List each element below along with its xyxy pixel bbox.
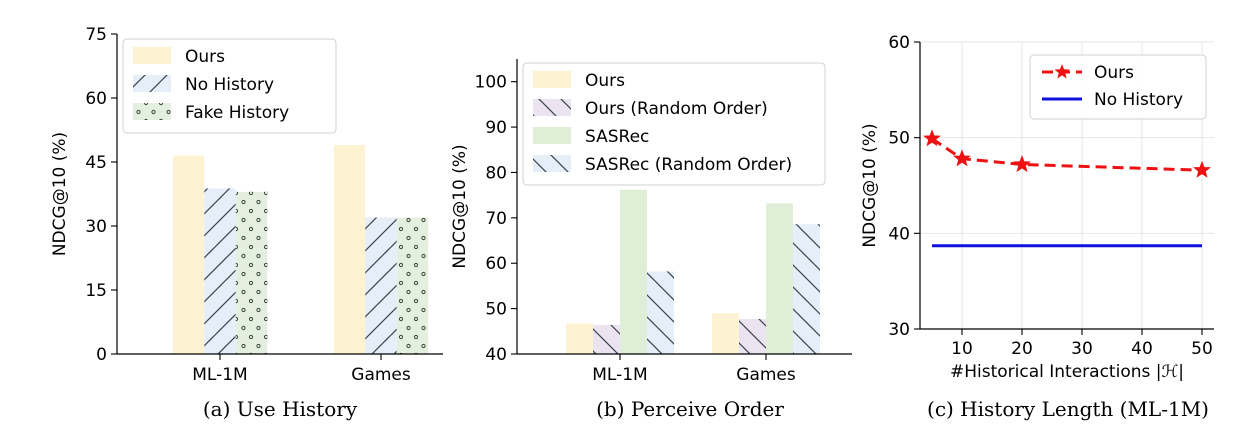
y-tick-label-c-0: 30	[888, 320, 910, 340]
legend-label-b-1: Ours (Random Order)	[585, 99, 768, 119]
bar-pattern-b-1-3	[793, 224, 820, 354]
bar-pattern-a-0-1	[204, 188, 236, 354]
legend-box-a	[122, 38, 337, 134]
y-tick-label-b-3: 70	[485, 209, 507, 229]
legend-swatch-a-0	[133, 47, 171, 64]
x-tick-label-c-4: 50	[1191, 339, 1213, 359]
chart-c: 10 20 30 40 50 30 40 50 60 NDCG@10 (%) #Historical…	[860, 33, 1214, 421]
x-tick-label-c-2: 30	[1071, 339, 1093, 359]
legend-label-c-1: No History	[1094, 90, 1183, 110]
x-tick-label-c-3: 40	[1131, 339, 1153, 359]
legend-label-c-0: Ours	[1094, 63, 1134, 83]
y-tick-label-a-0: 0	[96, 345, 107, 365]
y-tick-label-c-2: 50	[888, 129, 910, 149]
y-tick-label-a-4: 60	[85, 89, 107, 109]
legend-swatch-pattern-a-1	[133, 75, 171, 92]
y-tick-label-a-5: 75	[85, 25, 107, 45]
chart-b: 40 50 60 70 80 90 100 ML-1M Games NDCG@10 (%) Ours…	[450, 59, 852, 421]
y-tick-label-a-2: 30	[85, 217, 107, 237]
y-axis-label-c: NDCG@10 (%)	[860, 123, 880, 247]
y-axis-label-b: NDCG@10 (%)	[450, 144, 470, 268]
legend-label-b-0: Ours	[585, 71, 625, 91]
x-axis-label-c: #Historical Interactions |ℋ|	[950, 362, 1184, 382]
legend-label-b-3: SASRec (Random Order)	[585, 155, 792, 175]
bar-b-0-0	[566, 323, 593, 354]
bar-pattern-b-0-1	[593, 324, 620, 354]
x-tick-label-b-1: Games	[736, 365, 796, 385]
legend-swatch-b-2	[533, 127, 571, 144]
y-tick-label-b-0: 40	[485, 345, 507, 365]
x-tick-label-c-1: 20	[1011, 339, 1033, 359]
x-tick-label-a-0: ML-1M	[192, 365, 247, 385]
y-axis-label-a: NDCG@10 (%)	[50, 132, 70, 256]
bar-pattern-a-1-1	[365, 217, 397, 354]
legend-swatch-pattern-b-1	[533, 99, 571, 116]
bar-a-0-0	[172, 155, 205, 354]
legend-label-a-0: Ours	[185, 47, 225, 67]
legend-marker-c-0	[1054, 64, 1070, 79]
point-c-0-3	[1193, 160, 1211, 178]
x-tick-label-c-0: 10	[951, 339, 973, 359]
chart-a: 0 15 30 45 60 75 ML-1M Games NDCG@10 (%) Ours No H…	[50, 25, 443, 421]
point-c-0-2	[1013, 155, 1031, 173]
legend-swatch-pattern-a-2	[133, 103, 171, 120]
legend-label-b-2: SASRec	[585, 127, 649, 147]
bar-pattern-a-0-2	[235, 191, 268, 354]
legend-swatch-b-0	[533, 71, 571, 88]
y-tick-label-b-4: 80	[485, 163, 507, 183]
y-tick-label-b-1: 50	[485, 300, 507, 320]
caption-a: (a) Use History	[203, 397, 358, 421]
bar-b-1-2	[766, 203, 793, 354]
legend-box-c	[1029, 54, 1207, 120]
bar-b-0-2	[620, 189, 647, 354]
point-c-0-0	[923, 129, 941, 147]
caption-c: (c) History Length (ML-1M)	[927, 397, 1209, 421]
legend-label-a-2: Fake History	[185, 103, 289, 123]
bar-a-1-0	[333, 144, 366, 354]
legend-label-a-1: No History	[185, 75, 274, 95]
y-tick-label-c-3: 60	[888, 33, 910, 53]
y-tick-label-b-5: 90	[485, 118, 507, 138]
bar-b-1-0	[712, 313, 739, 354]
y-tick-label-b-2: 60	[485, 254, 507, 274]
legend-swatch-pattern-b-3	[533, 155, 571, 172]
point-c-0-1	[953, 149, 971, 167]
y-tick-label-a-1: 15	[85, 281, 107, 301]
legend-box-b	[522, 62, 826, 186]
caption-b: (b) Perceive Order	[596, 397, 784, 421]
bar-pattern-b-0-3	[647, 271, 674, 354]
y-tick-label-a-3: 45	[85, 153, 107, 173]
bar-pattern-a-1-2	[396, 217, 429, 354]
x-tick-label-b-0: ML-1M	[592, 365, 647, 385]
series-line-c-0	[931, 137, 1203, 172]
y-tick-label-b-6: 100	[475, 73, 507, 93]
y-tick-label-c-1: 40	[888, 224, 910, 244]
x-tick-label-a-1: Games	[351, 365, 411, 385]
bar-pattern-b-1-1	[739, 319, 766, 354]
